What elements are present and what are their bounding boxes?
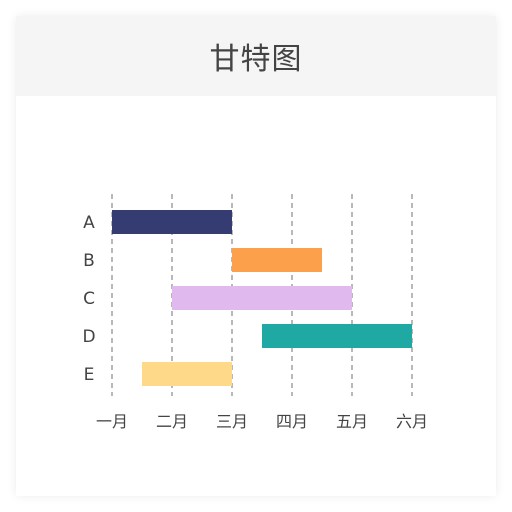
task-bars [112, 210, 412, 386]
chart-title: 甘特图 [209, 42, 303, 77]
task-bar-d [262, 324, 412, 348]
y-tick-label: B [83, 251, 95, 271]
y-tick-label: D [82, 327, 95, 347]
y-tick-label: A [83, 213, 95, 233]
task-bar-b [232, 248, 322, 272]
task-bar-a [112, 210, 232, 234]
x-tick-label: 二月 [156, 412, 188, 431]
y-tick-label: C [83, 289, 95, 309]
x-tick-label: 三月 [216, 412, 248, 431]
x-tick-label: 五月 [336, 412, 368, 431]
card-header: 甘特图 [16, 16, 496, 96]
x-axis-labels: 一月 二月 三月 四月 五月 六月 [96, 412, 428, 431]
y-tick-label: E [84, 365, 95, 385]
task-bar-e [142, 362, 232, 386]
x-tick-label: 一月 [96, 412, 128, 431]
x-tick-label: 四月 [276, 412, 308, 431]
task-bar-c [172, 286, 352, 310]
x-tick-label: 六月 [396, 412, 428, 431]
